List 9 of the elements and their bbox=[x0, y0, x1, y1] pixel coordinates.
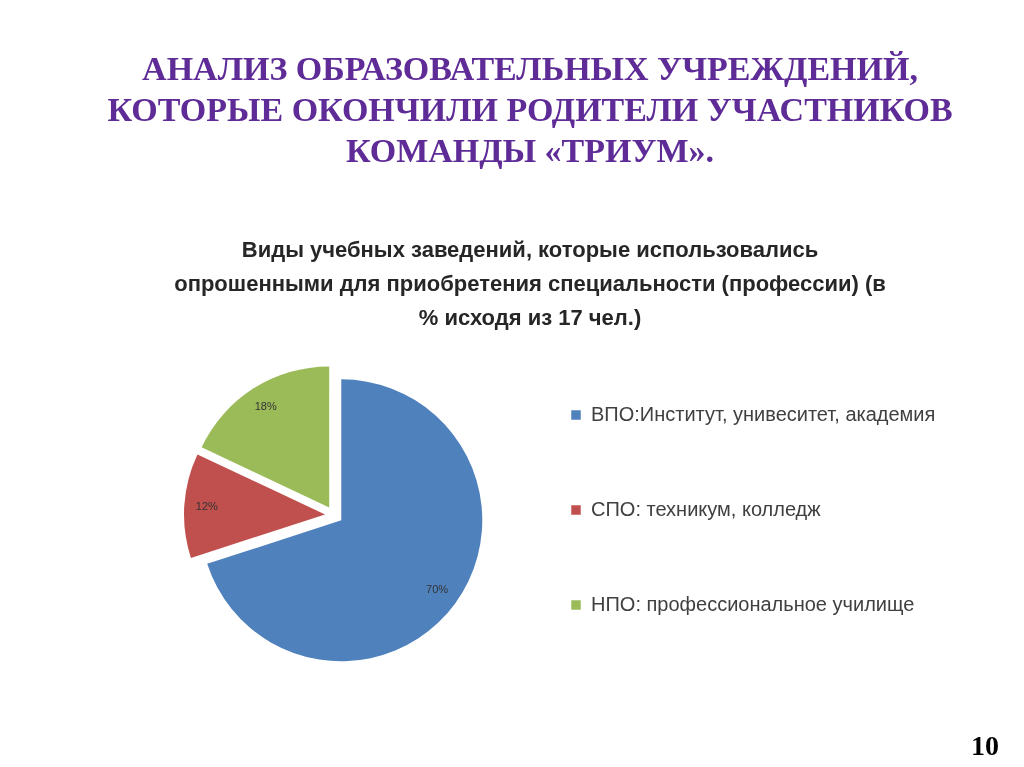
data-label: 70% bbox=[426, 582, 449, 595]
data-label: 12% bbox=[195, 500, 219, 512]
data-label: 18% bbox=[254, 400, 277, 413]
text: 10 bbox=[971, 730, 999, 761]
legend-label: НПО: профессиональное училище bbox=[591, 593, 915, 615]
legend-label: ВПО:Институт, унивеситет, академия bbox=[591, 403, 936, 425]
legend-label: СПО: техникум, колледж bbox=[591, 498, 822, 520]
chart-title: АНАЛИЗ ОБРАЗОВАТЕЛЬНЫХ УЧРЕЖДЕНИЙ, КОТОРЫЕ ОКОНЧИЛИ РОДИТЕЛИ УЧАСТНИКОВ КОМАНДЫ «ТРИУМ». bbox=[107, 50, 953, 169]
chart-subtitle: Виды учебных заведений, которые использовались опрошенными для приобретения специальности (профессии) (в % исходя из 17 чел.) bbox=[174, 237, 886, 330]
